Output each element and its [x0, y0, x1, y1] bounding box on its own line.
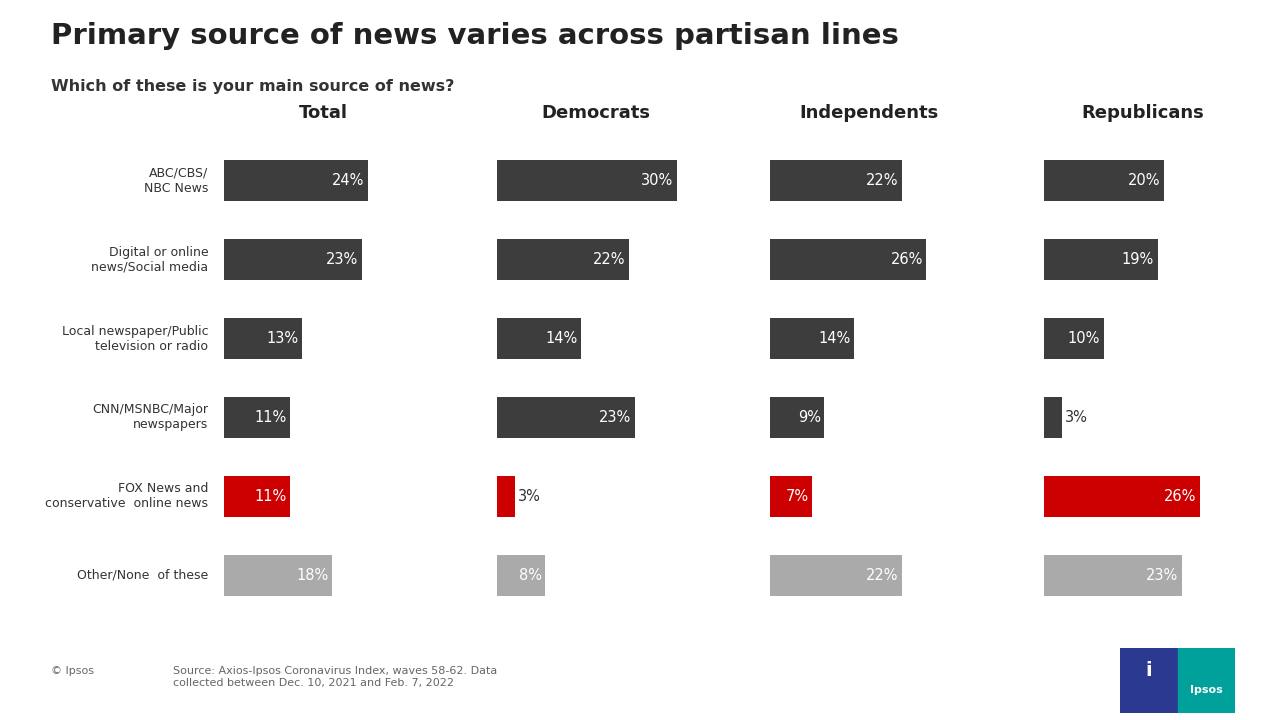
- Text: Which of these is your main source of news?: Which of these is your main source of ne…: [51, 79, 454, 94]
- Title: Republicans: Republicans: [1082, 104, 1204, 122]
- Text: 22%: 22%: [593, 252, 626, 267]
- Text: 11%: 11%: [255, 489, 287, 504]
- Bar: [771, 318, 855, 359]
- Text: 8%: 8%: [518, 567, 541, 582]
- Text: 23%: 23%: [326, 252, 358, 267]
- Text: 9%: 9%: [797, 410, 820, 425]
- Bar: [224, 554, 332, 595]
- Bar: [771, 476, 813, 517]
- Text: 7%: 7%: [786, 489, 809, 504]
- Bar: [497, 239, 630, 280]
- Text: Digital or online
news/Social media: Digital or online news/Social media: [91, 246, 209, 274]
- Text: Source: Axios-Ipsos Coronavirus Index, waves 58-62. Data
collected between Dec. : Source: Axios-Ipsos Coronavirus Index, w…: [173, 666, 497, 688]
- Text: CNN/MSNBC/Major
newspapers: CNN/MSNBC/Major newspapers: [92, 403, 209, 431]
- Bar: [1043, 318, 1103, 359]
- Bar: [1043, 397, 1061, 438]
- Title: Total: Total: [298, 104, 347, 122]
- Bar: [497, 476, 516, 517]
- Text: 24%: 24%: [332, 174, 365, 189]
- Bar: [1043, 239, 1157, 280]
- Title: Democrats: Democrats: [541, 104, 650, 122]
- Text: 11%: 11%: [255, 410, 287, 425]
- Text: 14%: 14%: [545, 331, 577, 346]
- Bar: [1043, 476, 1199, 517]
- Bar: [771, 397, 824, 438]
- Text: Ipsos: Ipsos: [1190, 685, 1222, 695]
- Text: ABC/CBS/
NBC News: ABC/CBS/ NBC News: [143, 167, 209, 195]
- Bar: [497, 397, 635, 438]
- Text: FOX News and
conservative  online news: FOX News and conservative online news: [45, 482, 209, 510]
- Text: 20%: 20%: [1128, 174, 1160, 189]
- Bar: [224, 161, 367, 202]
- Text: 22%: 22%: [867, 174, 899, 189]
- Text: 19%: 19%: [1121, 252, 1155, 267]
- Bar: [771, 239, 927, 280]
- Bar: [224, 318, 302, 359]
- Text: 23%: 23%: [599, 410, 631, 425]
- Bar: [1043, 554, 1181, 595]
- Text: Primary source of news varies across partisan lines: Primary source of news varies across par…: [51, 22, 899, 50]
- Bar: [771, 554, 902, 595]
- Text: 3%: 3%: [518, 489, 541, 504]
- Text: 30%: 30%: [641, 174, 673, 189]
- Text: 13%: 13%: [266, 331, 298, 346]
- Text: i: i: [1146, 661, 1152, 680]
- Text: 22%: 22%: [867, 567, 899, 582]
- Text: 18%: 18%: [296, 567, 329, 582]
- Bar: [1120, 648, 1178, 713]
- Text: 26%: 26%: [891, 252, 923, 267]
- Bar: [224, 239, 362, 280]
- Text: 23%: 23%: [1146, 567, 1178, 582]
- Text: © Ipsos: © Ipsos: [51, 666, 95, 676]
- Bar: [224, 476, 291, 517]
- Text: 26%: 26%: [1164, 489, 1196, 504]
- Text: 14%: 14%: [818, 331, 851, 346]
- Bar: [497, 554, 545, 595]
- Bar: [771, 161, 902, 202]
- Bar: [1178, 648, 1235, 713]
- Bar: [224, 397, 291, 438]
- Text: Local newspaper/Public
 television or radio: Local newspaper/Public television or rad…: [61, 325, 209, 353]
- Text: Other/None  of these: Other/None of these: [77, 569, 209, 582]
- Bar: [1043, 161, 1164, 202]
- Text: 3%: 3%: [1065, 410, 1088, 425]
- Text: 10%: 10%: [1068, 331, 1100, 346]
- Bar: [497, 318, 581, 359]
- Bar: [497, 161, 677, 202]
- Title: Independents: Independents: [800, 104, 940, 122]
